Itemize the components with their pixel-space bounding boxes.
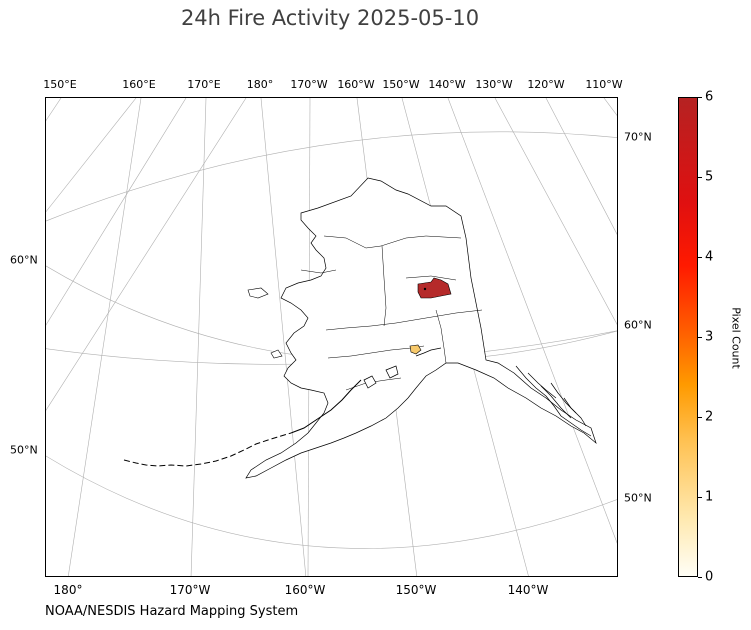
lon-label-bottom: 160°W (284, 583, 326, 597)
lon-label-top: 180° (246, 78, 274, 91)
meridian (494, 98, 617, 325)
lon-label-top: 170°E (187, 78, 221, 91)
lon-label-top: 160°W (337, 78, 375, 91)
fire-zone-interior (417, 277, 452, 299)
colorbar-label: 1 (705, 489, 714, 505)
map-title: 24h Fire Activity 2025-05-10 (180, 6, 480, 30)
colorbar (678, 97, 698, 577)
lon-label-top: 150°E (43, 78, 77, 91)
colorbar-tick (698, 497, 702, 498)
island (270, 349, 283, 359)
panhandle-islands (515, 365, 592, 437)
alaska-outline (245, 177, 597, 479)
lat-label-right: 60°N (624, 318, 652, 332)
colorbar-tick (698, 177, 702, 178)
meridian (46, 98, 247, 411)
lon-label-bottom: 140°W (507, 583, 549, 597)
aleutian-islands (123, 379, 362, 467)
colorbar-label: 2 (705, 409, 714, 425)
meridian (260, 98, 307, 576)
island (385, 365, 399, 379)
lat-label-right: 70°N (624, 130, 652, 144)
meridian (603, 98, 617, 116)
colorbar-label: 6 (705, 89, 714, 105)
meridian (46, 98, 137, 213)
colorbar-label: 0 (705, 569, 714, 585)
lon-label-top: 160°E (122, 78, 156, 91)
alaska-landmass (123, 177, 597, 479)
colorbar-tick (698, 417, 702, 418)
meridian (447, 98, 617, 544)
lat-label-left: 50°N (10, 443, 38, 457)
lon-label-top: 110°W (585, 78, 623, 91)
lon-label-bottom: 170°W (169, 583, 211, 597)
colorbar-title: Pixel Count (729, 307, 743, 369)
lon-label-top: 120°W (527, 78, 565, 91)
fire-zone-southcentral (409, 344, 422, 355)
colorbar-tick (698, 97, 702, 98)
lat-line-70 (46, 131, 617, 222)
colorbar-label: 4 (705, 249, 714, 265)
meridian (190, 98, 207, 576)
map-canvas[interactable] (45, 97, 618, 577)
island (247, 287, 269, 299)
lat-label-right: 50°N (624, 491, 652, 505)
colorbar-label: 5 (705, 169, 714, 185)
lon-label-top: 150°W (382, 78, 420, 91)
lon-label-bottom: 180° (53, 583, 83, 597)
fire-point (423, 287, 427, 291)
colorbar-tick (698, 577, 702, 578)
lon-label-bottom: 150°W (395, 583, 437, 597)
lon-label-top: 170°W (290, 78, 328, 91)
lat-label-left: 60°N (10, 253, 38, 267)
meridian (46, 98, 187, 326)
colorbar-tick (698, 337, 702, 338)
colorbar-label: 3 (705, 329, 714, 345)
colorbar-tick (698, 257, 702, 258)
map-svg (46, 98, 617, 576)
meridian (545, 98, 617, 235)
island (363, 375, 377, 389)
meridian (46, 98, 62, 122)
meridian (68, 98, 142, 576)
source-credit: NOAA/NESDIS Hazard Mapping System (45, 604, 299, 619)
lon-label-top: 140°W (428, 78, 466, 91)
lat-line-50 (46, 455, 617, 549)
lon-label-top: 130°W (475, 78, 513, 91)
